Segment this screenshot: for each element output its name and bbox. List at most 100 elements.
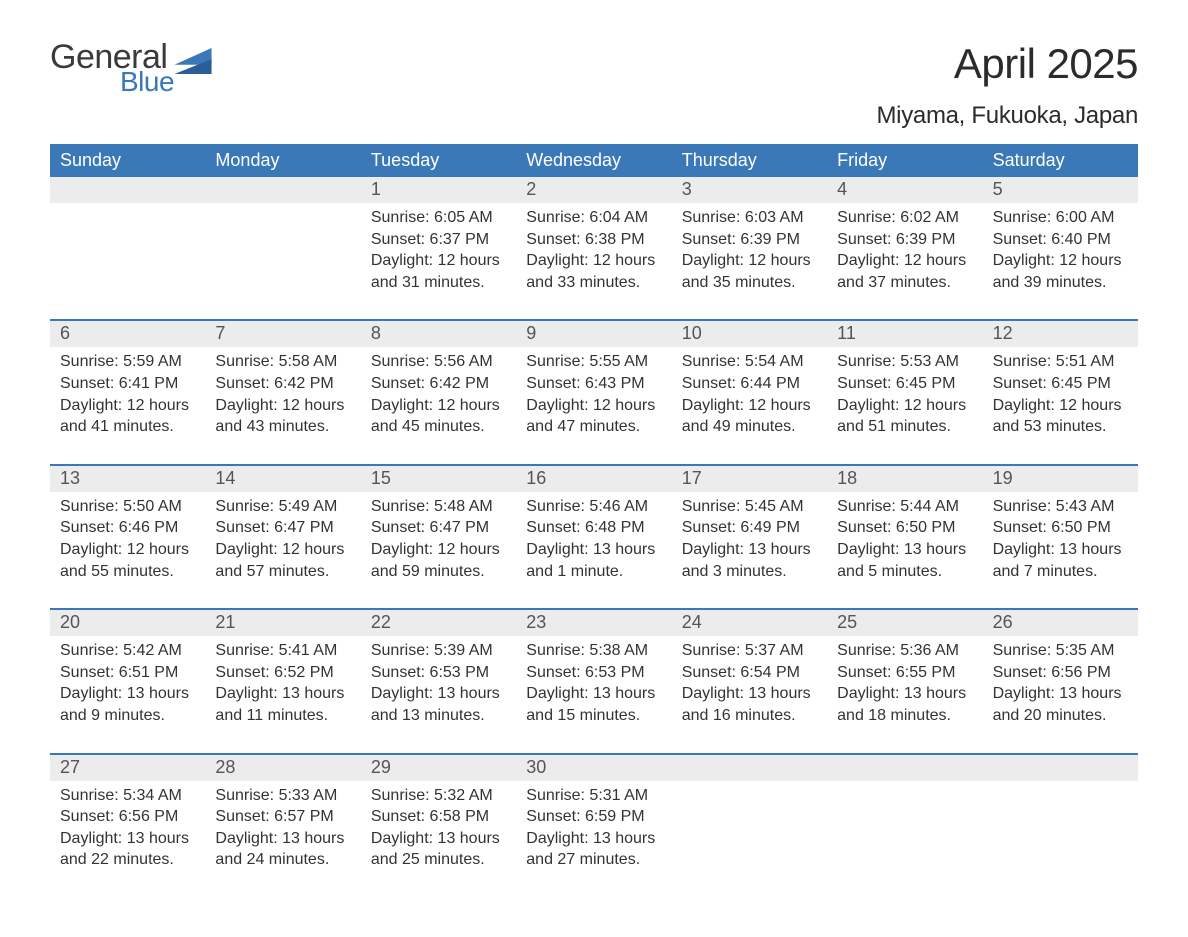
day-number: 13: [50, 466, 205, 492]
sunrise-text: Sunrise: 6:00 AM: [993, 207, 1128, 229]
day-number: 26: [983, 610, 1138, 636]
day-number: 14: [205, 466, 360, 492]
dow-header: Monday: [205, 144, 360, 177]
day-number: 15: [361, 466, 516, 492]
sunset-text: Sunset: 6:37 PM: [371, 229, 506, 251]
week-row: 27282930Sunrise: 5:34 AMSunset: 6:56 PMD…: [50, 753, 1138, 897]
day-number: 29: [361, 755, 516, 781]
day-cell: Sunrise: 5:48 AMSunset: 6:47 PMDaylight:…: [361, 492, 516, 608]
day-number: 10: [672, 321, 827, 347]
sunrise-text: Sunrise: 5:51 AM: [993, 351, 1128, 373]
sunrise-text: Sunrise: 5:45 AM: [682, 496, 817, 518]
day-cell: Sunrise: 5:55 AMSunset: 6:43 PMDaylight:…: [516, 347, 671, 463]
daylight-text: and 20 minutes.: [993, 705, 1128, 727]
sunrise-text: Sunrise: 6:03 AM: [682, 207, 817, 229]
day-number: 19: [983, 466, 1138, 492]
daylight-text: Daylight: 13 hours: [526, 828, 661, 850]
day-cell: Sunrise: 5:54 AMSunset: 6:44 PMDaylight:…: [672, 347, 827, 463]
day-number: 3: [672, 177, 827, 203]
day-number: 17: [672, 466, 827, 492]
daylight-text: Daylight: 12 hours: [682, 395, 817, 417]
sunrise-text: Sunrise: 5:37 AM: [682, 640, 817, 662]
daylight-text: and 25 minutes.: [371, 849, 506, 871]
day-number: 11: [827, 321, 982, 347]
daylight-text: Daylight: 13 hours: [371, 683, 506, 705]
day-number: 9: [516, 321, 671, 347]
sunset-text: Sunset: 6:51 PM: [60, 662, 195, 684]
logo-blue-text: Blue: [120, 68, 174, 96]
day-cell: Sunrise: 5:37 AMSunset: 6:54 PMDaylight:…: [672, 636, 827, 752]
sunrise-text: Sunrise: 5:56 AM: [371, 351, 506, 373]
daylight-text: and 43 minutes.: [215, 416, 350, 438]
day-number: [827, 755, 982, 781]
sunrise-text: Sunrise: 5:53 AM: [837, 351, 972, 373]
day-cell: [827, 781, 982, 897]
sunrise-text: Sunrise: 5:59 AM: [60, 351, 195, 373]
day-cell: Sunrise: 6:04 AMSunset: 6:38 PMDaylight:…: [516, 203, 671, 319]
daylight-text: and 27 minutes.: [526, 849, 661, 871]
day-cell: Sunrise: 5:50 AMSunset: 6:46 PMDaylight:…: [50, 492, 205, 608]
week-row: 20212223242526Sunrise: 5:42 AMSunset: 6:…: [50, 608, 1138, 752]
calendar: SundayMondayTuesdayWednesdayThursdayFrid…: [50, 144, 1138, 897]
day-number: 16: [516, 466, 671, 492]
sunset-text: Sunset: 6:56 PM: [60, 806, 195, 828]
dow-header-row: SundayMondayTuesdayWednesdayThursdayFrid…: [50, 144, 1138, 177]
daylight-text: and 13 minutes.: [371, 705, 506, 727]
logo: General Blue: [50, 40, 212, 96]
day-number: 12: [983, 321, 1138, 347]
week-row: 6789101112Sunrise: 5:59 AMSunset: 6:41 P…: [50, 319, 1138, 463]
sunrise-text: Sunrise: 6:02 AM: [837, 207, 972, 229]
dow-header: Saturday: [983, 144, 1138, 177]
sunrise-text: Sunrise: 5:32 AM: [371, 785, 506, 807]
week-row: 13141516171819Sunrise: 5:50 AMSunset: 6:…: [50, 464, 1138, 608]
day-number: [672, 755, 827, 781]
day-number: 8: [361, 321, 516, 347]
day-number: 25: [827, 610, 982, 636]
sunset-text: Sunset: 6:45 PM: [837, 373, 972, 395]
daylight-text: and 11 minutes.: [215, 705, 350, 727]
day-cell: Sunrise: 5:46 AMSunset: 6:48 PMDaylight:…: [516, 492, 671, 608]
day-number: 5: [983, 177, 1138, 203]
day-cell: Sunrise: 5:36 AMSunset: 6:55 PMDaylight:…: [827, 636, 982, 752]
day-number: 18: [827, 466, 982, 492]
daylight-text: Daylight: 12 hours: [60, 539, 195, 561]
daylight-text: Daylight: 12 hours: [215, 539, 350, 561]
daylight-text: Daylight: 13 hours: [682, 683, 817, 705]
daylight-text: and 45 minutes.: [371, 416, 506, 438]
day-cell: Sunrise: 5:53 AMSunset: 6:45 PMDaylight:…: [827, 347, 982, 463]
daylight-text: Daylight: 13 hours: [371, 828, 506, 850]
daylight-text: and 22 minutes.: [60, 849, 195, 871]
day-number: [983, 755, 1138, 781]
sunset-text: Sunset: 6:49 PM: [682, 517, 817, 539]
daylight-text: Daylight: 12 hours: [526, 250, 661, 272]
day-cell: Sunrise: 5:41 AMSunset: 6:52 PMDaylight:…: [205, 636, 360, 752]
sunset-text: Sunset: 6:50 PM: [993, 517, 1128, 539]
daylight-text: and 33 minutes.: [526, 272, 661, 294]
sunset-text: Sunset: 6:43 PM: [526, 373, 661, 395]
daylight-text: Daylight: 13 hours: [837, 539, 972, 561]
sunset-text: Sunset: 6:39 PM: [837, 229, 972, 251]
day-number: 1: [361, 177, 516, 203]
sunset-text: Sunset: 6:56 PM: [993, 662, 1128, 684]
sunrise-text: Sunrise: 5:58 AM: [215, 351, 350, 373]
day-cell: Sunrise: 5:35 AMSunset: 6:56 PMDaylight:…: [983, 636, 1138, 752]
day-cell: Sunrise: 5:43 AMSunset: 6:50 PMDaylight:…: [983, 492, 1138, 608]
day-cell: Sunrise: 5:59 AMSunset: 6:41 PMDaylight:…: [50, 347, 205, 463]
day-cell: [50, 203, 205, 319]
daylight-text: and 51 minutes.: [837, 416, 972, 438]
daynum-row: 13141516171819: [50, 466, 1138, 492]
day-cell: [672, 781, 827, 897]
day-cell: Sunrise: 5:39 AMSunset: 6:53 PMDaylight:…: [361, 636, 516, 752]
sunrise-text: Sunrise: 5:34 AM: [60, 785, 195, 807]
daylight-text: and 1 minute.: [526, 561, 661, 583]
day-cell: Sunrise: 6:02 AMSunset: 6:39 PMDaylight:…: [827, 203, 982, 319]
day-cell: Sunrise: 5:56 AMSunset: 6:42 PMDaylight:…: [361, 347, 516, 463]
daylight-text: and 55 minutes.: [60, 561, 195, 583]
sunset-text: Sunset: 6:42 PM: [371, 373, 506, 395]
sunset-text: Sunset: 6:47 PM: [215, 517, 350, 539]
daynum-row: 12345: [50, 177, 1138, 203]
day-cell: Sunrise: 5:31 AMSunset: 6:59 PMDaylight:…: [516, 781, 671, 897]
sunset-text: Sunset: 6:53 PM: [371, 662, 506, 684]
sunrise-text: Sunrise: 5:54 AM: [682, 351, 817, 373]
daylight-text: and 16 minutes.: [682, 705, 817, 727]
